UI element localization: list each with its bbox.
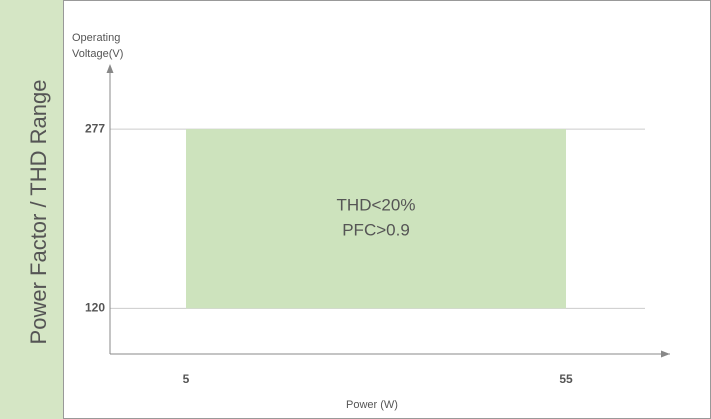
title-band [0,0,63,419]
x-tick-label: 55 [559,372,573,386]
y-tick-label: 120 [85,301,105,315]
range-region [186,129,566,309]
y-tick-label: 277 [85,121,105,135]
region-label: THD<20% [337,196,416,215]
x-axis-label: Power (W) [346,399,398,411]
region-label: PFC>0.9 [342,221,410,240]
x-axis-arrow [661,350,670,358]
x-tick-label: 5 [183,372,190,386]
y-axis-label: Voltage(V) [72,48,123,60]
chart-title: Power Factor / THD Range [26,80,51,345]
y-axis-label: Operating [72,32,120,44]
y-axis-arrow [106,64,114,73]
